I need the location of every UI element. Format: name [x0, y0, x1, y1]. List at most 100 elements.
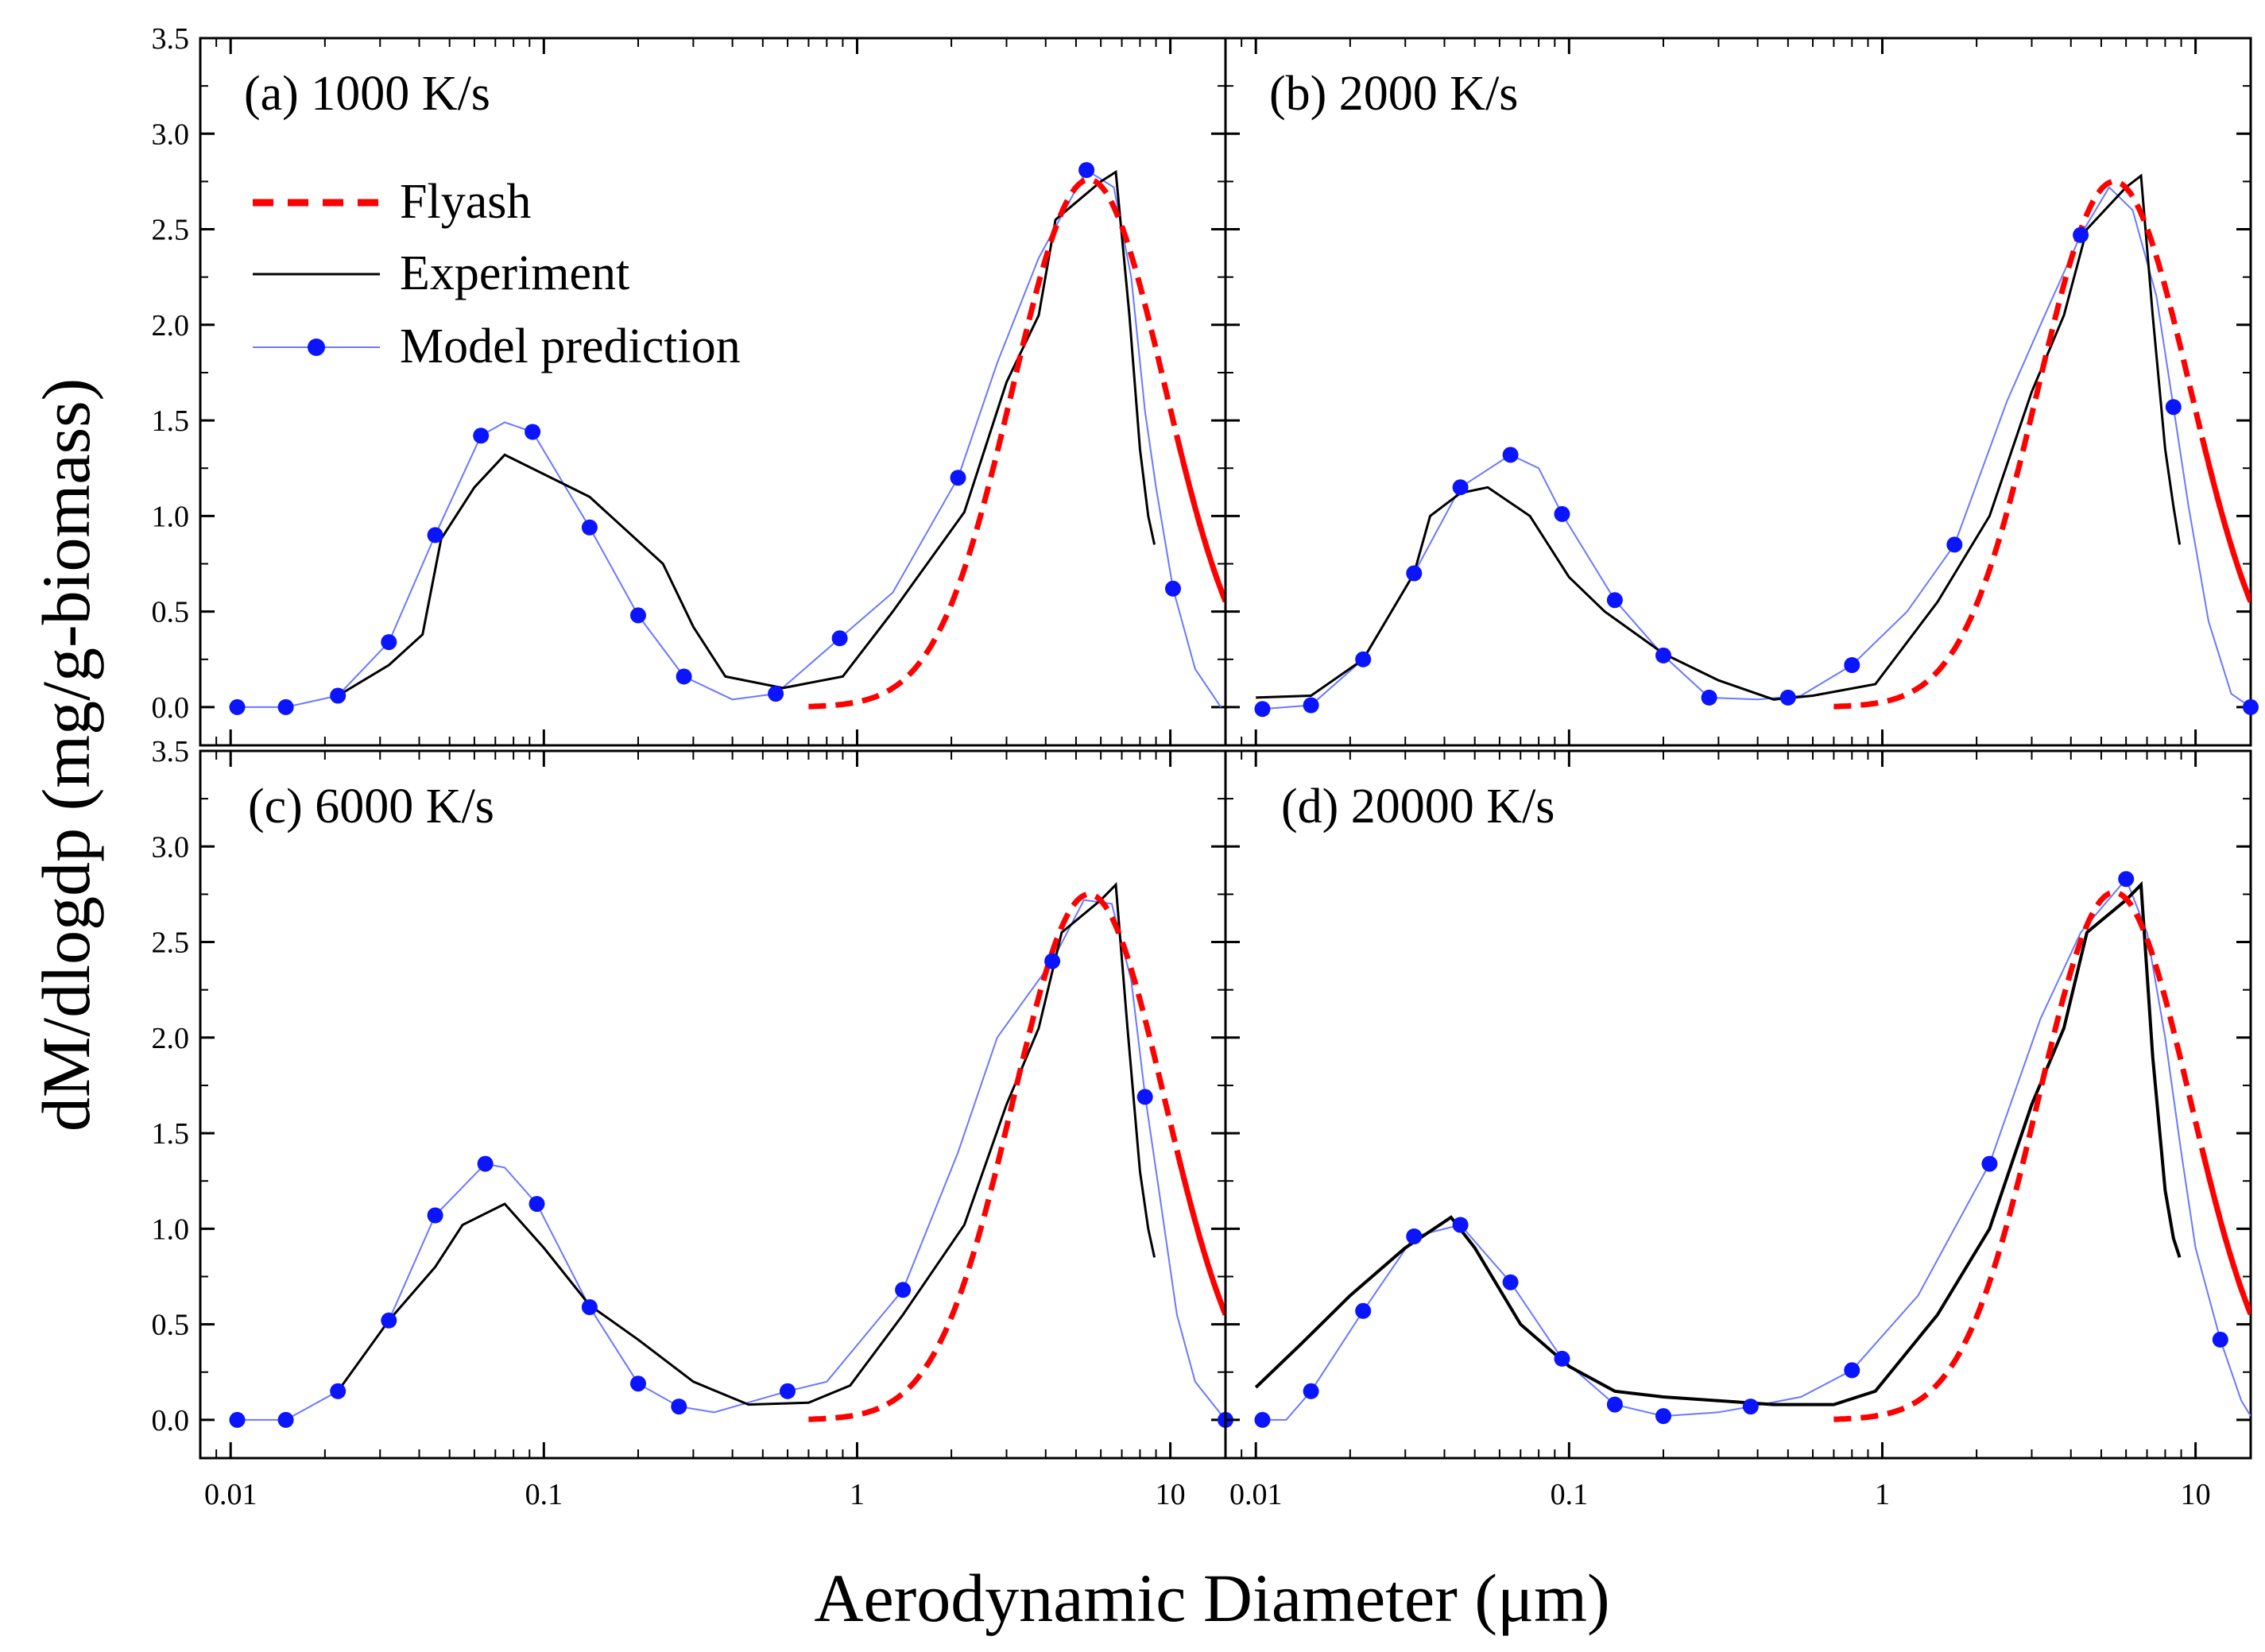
model-prediction-marker: [1554, 1350, 1570, 1367]
model-prediction-marker: [1502, 1274, 1519, 1290]
panel-frame: [1224, 749, 2252, 1460]
model-prediction-marker: [1303, 697, 1319, 714]
model-prediction-marker: [1406, 565, 1423, 582]
model-prediction-marker: [229, 698, 246, 715]
flyash-curve-tail: [2199, 436, 2251, 603]
x-tick-label: 0.1: [1551, 1478, 1589, 1511]
model-prediction-marker: [1655, 647, 1671, 664]
experiment-line: [336, 882, 1156, 1406]
y-tick-label: 1.5: [152, 404, 190, 438]
model-prediction-marker: [581, 1299, 598, 1315]
x-tick-label: 0.01: [204, 1478, 257, 1511]
flyash-curve-tail: [1174, 435, 1225, 603]
model-prediction-marker: [1655, 1408, 1671, 1425]
panel-b: (b) 2000 K/s: [1224, 37, 2259, 747]
model-prediction-marker: [630, 1375, 646, 1392]
x-tick-label: 1: [850, 1478, 865, 1511]
panel-title: (d) 20000 K/s: [1281, 780, 1555, 834]
model-prediction-marker: [768, 686, 784, 702]
panel-d: 0.01 0.1 1 10 (d) 20000 K/s: [1224, 749, 2252, 1511]
panel-a: 0.0 0.5 1.0 1.5 2.0 2.5 3.0 3.5 (a) 1000 K/s: [152, 22, 1227, 747]
panels: 0.0 0.5 1.0 1.5 2.0 2.5 3.0 3.5 (a) 1000 K/s (b) …: [152, 22, 2259, 1511]
panel-title: (c) 6000 K/s: [248, 780, 494, 834]
y-tick-label: 3.5: [152, 22, 190, 56]
model-prediction-marker: [2118, 871, 2135, 888]
model-prediction-marker: [1742, 1399, 1759, 1415]
model-prediction-marker: [671, 1399, 687, 1415]
model-prediction-marker: [427, 527, 443, 544]
model-prediction-marker: [1452, 479, 1469, 496]
x-tick-label: 10: [1156, 1478, 1186, 1511]
model-prediction-marker: [1701, 689, 1717, 706]
legend: Flyash Experiment Model prediction: [253, 175, 741, 373]
model-prediction-marker: [780, 1383, 796, 1399]
y-tick-label: 0.0: [152, 1404, 190, 1437]
model-prediction-marker: [330, 687, 347, 704]
y-tick-label: 0.5: [152, 1309, 190, 1342]
panel-title: (b) 2000 K/s: [1269, 67, 1518, 121]
model-prediction-marker: [1078, 162, 1095, 178]
y-tick-label: 0.5: [152, 596, 190, 629]
model-prediction-marker: [1981, 1155, 1998, 1172]
model-prediction-line: [1262, 185, 2251, 710]
plot-area: [237, 882, 1225, 1422]
model-prediction-marker: [277, 1411, 294, 1428]
legend-flyash-label: Flyash: [400, 175, 531, 229]
model-prediction-marker: [1946, 536, 1963, 553]
experiment-line: [1256, 173, 2182, 701]
model-prediction-marker: [1254, 701, 1271, 718]
model-prediction-marker: [581, 519, 598, 536]
model-prediction-marker: [1165, 580, 1181, 597]
model-prediction-marker: [1303, 1383, 1319, 1399]
panel-frame: [199, 749, 1227, 1460]
x-tick-label: 10: [2181, 1478, 2211, 1511]
flyash-curve: [808, 176, 1225, 710]
legend-model-label: Model prediction: [400, 319, 741, 373]
y-tick-label: 2.5: [152, 927, 190, 960]
y-tick-label: 3.0: [152, 830, 190, 864]
plot-area: [1254, 877, 2251, 1422]
x-axis-title: Aerodynamic Diameter (μm): [814, 1560, 1609, 1636]
model-prediction-marker: [528, 1196, 545, 1213]
y-tick-label: 0.0: [152, 691, 190, 725]
y-tick-label: 2.5: [152, 214, 190, 247]
model-prediction-marker: [2243, 698, 2259, 715]
model-prediction-marker: [895, 1282, 912, 1298]
y-tick-label: 3.0: [152, 118, 190, 151]
model-prediction-marker: [381, 634, 397, 651]
plot-area: [237, 168, 1225, 710]
model-prediction-marker: [1779, 689, 1796, 706]
x-tick-label: 0.01: [1229, 1478, 1283, 1511]
model-prediction-marker: [831, 630, 848, 647]
experiment-line: [337, 169, 1156, 697]
model-prediction-marker: [277, 698, 294, 715]
y-tick-label: 1.0: [152, 1213, 190, 1246]
model-prediction-marker: [2212, 1331, 2228, 1348]
model-prediction-marker: [630, 607, 646, 624]
flyash-curve: [1833, 889, 2251, 1422]
flyash-curve-tail: [1174, 1149, 1225, 1316]
model-prediction-marker: [2165, 399, 2182, 416]
model-prediction-marker: [1452, 1217, 1469, 1233]
x-tick-label: 1: [1875, 1478, 1890, 1511]
model-prediction-marker: [1254, 1411, 1271, 1428]
model-prediction-marker: [1606, 592, 1623, 609]
model-prediction-line: [237, 168, 1222, 708]
model-prediction-marker: [1355, 1302, 1372, 1319]
model-prediction-marker: [950, 470, 966, 486]
experiment-line: [1254, 880, 2182, 1406]
flyash-curve-tail: [2199, 1148, 2251, 1316]
model-prediction-marker: [2073, 226, 2089, 243]
model-prediction-marker: [1554, 505, 1570, 522]
model-prediction-marker: [525, 424, 541, 440]
panel-frame: [1224, 37, 2252, 747]
y-tick-label: 1.0: [152, 500, 190, 533]
model-prediction-marker: [229, 1411, 246, 1428]
model-prediction-marker: [1606, 1396, 1623, 1413]
model-prediction-marker: [477, 1155, 494, 1172]
plot-area: [1256, 173, 2251, 710]
model-prediction-marker: [1502, 447, 1519, 463]
y-tick-label: 1.5: [152, 1117, 190, 1151]
x-tick-label: 0.1: [525, 1478, 563, 1511]
